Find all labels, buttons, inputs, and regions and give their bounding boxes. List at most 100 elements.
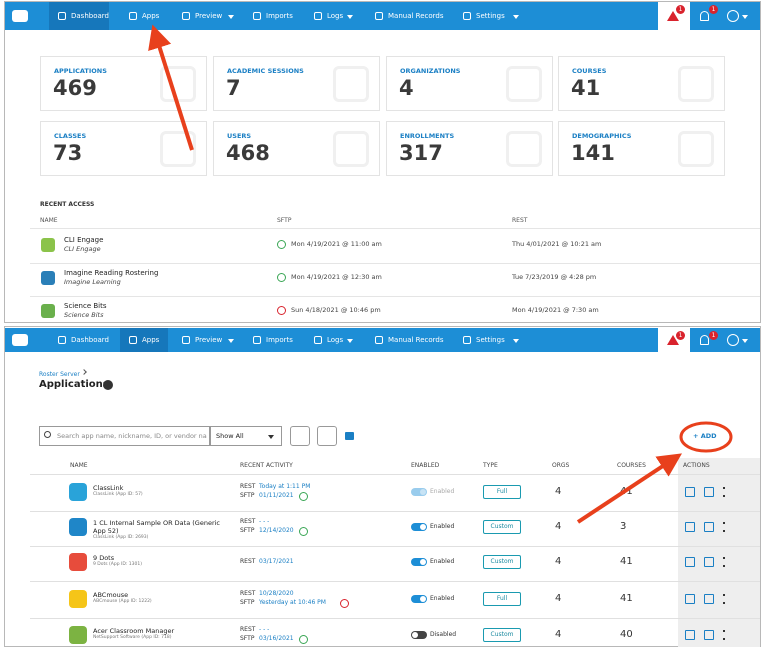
- sftp-time: Mon 4/19/2021 @ 11:00 am: [291, 240, 382, 248]
- status-ok: [299, 527, 308, 536]
- nav-item[interactable]: Manual Records: [388, 336, 444, 344]
- toggle[interactable]: [411, 558, 427, 566]
- nav-item[interactable]: Logs: [327, 12, 344, 20]
- badge: 1: [676, 5, 685, 14]
- nav-icon: [314, 336, 322, 344]
- view-action[interactable]: [704, 487, 714, 497]
- stat-label: ENROLLMENTS: [400, 132, 455, 140]
- nav-item[interactable]: Manual Records: [388, 12, 444, 20]
- divider: [30, 511, 760, 512]
- stat-label: DEMOGRAPHICS: [572, 132, 632, 140]
- nav-item[interactable]: Dashboard: [71, 12, 109, 20]
- nav-item[interactable]: Imports: [266, 12, 293, 20]
- nav-item[interactable]: Preview: [195, 336, 223, 344]
- app-id: NetSupport Software (App ID: 718): [93, 635, 172, 640]
- bell-icon: [700, 11, 709, 21]
- activity-kind: REST: [240, 557, 256, 565]
- app-name[interactable]: Acer Classroom Manager: [93, 627, 175, 635]
- app-name[interactable]: 1 CL Internal Sample OR Data (Generic Ap…: [93, 519, 221, 535]
- nav-item[interactable]: Settings: [476, 336, 505, 344]
- column-header: ENABLED: [411, 462, 440, 469]
- delete-button[interactable]: [317, 426, 337, 446]
- stat-bg-icon: [160, 131, 196, 167]
- nav-icon: [58, 336, 66, 344]
- app-name[interactable]: CLI Engage: [64, 236, 104, 244]
- badge: 1: [676, 331, 685, 340]
- more-action[interactable]: [723, 522, 725, 532]
- breadcrumb[interactable]: Roster Server: [39, 371, 80, 378]
- app-name[interactable]: 9 Dots: [93, 554, 115, 562]
- view-action[interactable]: [704, 594, 714, 604]
- toggle[interactable]: [411, 523, 427, 531]
- type-badge: Full: [483, 485, 521, 499]
- edit-action[interactable]: [685, 557, 695, 567]
- activity-time: 03/16/2021: [259, 635, 294, 642]
- app-name[interactable]: Imagine Reading Rostering: [64, 269, 159, 277]
- add-button[interactable]: + ADD: [693, 432, 717, 440]
- enabled-label: Enabled: [430, 595, 455, 602]
- column-header: ORGS: [552, 462, 570, 469]
- app-name[interactable]: ClassLink: [93, 484, 124, 492]
- search-box[interactable]: [39, 426, 210, 446]
- divider: [30, 263, 760, 264]
- import-icon[interactable]: [345, 432, 354, 440]
- view-action[interactable]: [704, 522, 714, 532]
- user-icon[interactable]: [727, 10, 739, 22]
- type-badge: Full: [483, 592, 521, 606]
- more-action[interactable]: [723, 630, 725, 640]
- nav-icon: [129, 12, 137, 20]
- activity-kind: SFTP: [240, 599, 255, 606]
- status-ok: [299, 492, 308, 501]
- nav-item[interactable]: Logs: [327, 336, 344, 344]
- stat-label: ORGANIZATIONS: [400, 67, 461, 75]
- nav-item[interactable]: Imports: [266, 336, 293, 344]
- more-action[interactable]: [723, 594, 725, 604]
- app-vendor: Imagine Learning: [64, 278, 121, 286]
- dropdown-caret: [347, 339, 354, 343]
- activity-time: Yesterday at 10:46 PM: [259, 599, 326, 606]
- columns-button[interactable]: [290, 426, 310, 446]
- nav-item[interactable]: Apps: [142, 12, 160, 20]
- stat-value: 41: [571, 76, 601, 100]
- toggle[interactable]: [411, 488, 427, 496]
- dropdown-caret: [228, 15, 235, 19]
- app-name[interactable]: ABCmouse: [93, 591, 129, 599]
- nav-icon: [253, 336, 261, 344]
- nav-item[interactable]: Settings: [476, 12, 505, 20]
- courses-count: 41: [620, 486, 633, 497]
- edit-action[interactable]: [685, 522, 695, 532]
- courses-count: 41: [620, 556, 633, 567]
- toggle[interactable]: [411, 595, 427, 603]
- app-name[interactable]: Science Bits: [64, 302, 107, 310]
- actions-column: [678, 458, 760, 647]
- nav-item[interactable]: Apps: [142, 336, 160, 344]
- user-icon[interactable]: [727, 334, 739, 346]
- toggle[interactable]: [411, 631, 427, 639]
- column-header: NAME: [70, 462, 88, 469]
- app-id: ClassLink (App ID: 57): [93, 492, 143, 497]
- dropdown-caret: [513, 15, 520, 19]
- orgs-count: 4: [555, 556, 562, 567]
- filter-select[interactable]: [210, 426, 282, 446]
- orgs-count: 4: [555, 486, 562, 497]
- view-action[interactable]: [704, 630, 714, 640]
- more-action[interactable]: [723, 557, 725, 567]
- column-header: REST: [512, 217, 528, 224]
- orgs-count: 4: [555, 521, 562, 532]
- stat-label: CLASSES: [54, 132, 87, 140]
- more-action[interactable]: [723, 487, 725, 497]
- search-placeholder: Search app name, nickname, ID, or vendor…: [57, 432, 207, 440]
- stat-value: 469: [53, 76, 97, 100]
- section-title: RECENT ACCESS: [40, 201, 95, 208]
- nav-icon: [314, 12, 322, 20]
- nav-item[interactable]: Dashboard: [71, 336, 109, 344]
- type-badge: Custom: [483, 628, 521, 642]
- edit-action[interactable]: [685, 594, 695, 604]
- nav-item[interactable]: Preview: [195, 12, 223, 20]
- app-logo: [41, 271, 55, 285]
- nav-icon: [129, 336, 137, 344]
- nav-icon: [375, 12, 383, 20]
- edit-action[interactable]: [685, 487, 695, 497]
- view-action[interactable]: [704, 557, 714, 567]
- edit-action[interactable]: [685, 630, 695, 640]
